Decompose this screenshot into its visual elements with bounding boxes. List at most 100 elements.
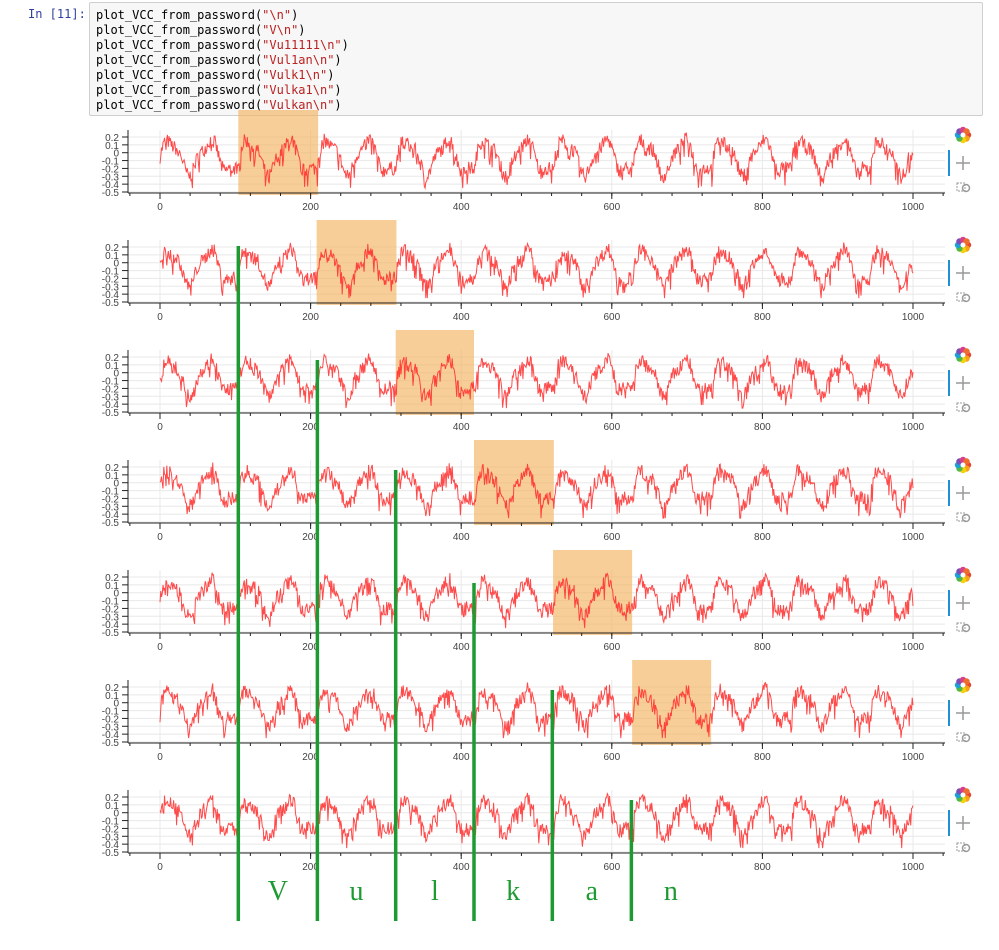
y-tick-label: -0.5 [102, 628, 120, 639]
x-tick-label: 1000 [902, 642, 925, 653]
pan-icon [956, 376, 970, 390]
cell-prompt: In [11]: [28, 7, 86, 21]
y-tick-label: -0.5 [102, 848, 120, 859]
box-zoom-rect [956, 182, 966, 192]
char-label: a [585, 876, 599, 907]
x-tick-label: 400 [453, 642, 470, 653]
vcc-trace [159, 241, 914, 299]
y-tick-label: -0.3 [102, 832, 120, 843]
x-tick-label: 400 [453, 202, 470, 213]
code-line: plot_VCC_from_password("V\n") [96, 23, 976, 38]
x-tick-label: 200 [302, 532, 319, 543]
function-call: plot_VCC_from_password( [96, 53, 263, 67]
active-tool-indicator [948, 150, 950, 176]
char-label: k [506, 876, 521, 907]
vcc-trace [159, 462, 914, 519]
y-tick-label: -0.5 [102, 738, 120, 749]
x-tick-label: 600 [603, 642, 620, 653]
pan-icon [956, 486, 970, 500]
function-call: plot_VCC_from_password( [96, 98, 263, 112]
y-tick-label: -0.5 [102, 518, 120, 529]
function-call: plot_VCC_from_password( [96, 38, 263, 52]
close-paren: ) [334, 53, 342, 67]
plot-toolbar[interactable] [948, 126, 972, 193]
plot-toolbar[interactable] [948, 456, 972, 523]
x-tick-label: 800 [754, 752, 771, 763]
highlight-box [316, 220, 397, 305]
char-label: V [267, 876, 288, 907]
y-tick-label: -0.1 [102, 597, 120, 608]
box-zoom-rect [956, 732, 966, 742]
bokeh-logo-icon [963, 128, 970, 135]
y-tick-label: 0.2 [105, 793, 119, 804]
box-zoom-icon [956, 512, 971, 523]
code-cell[interactable]: plot_VCC_from_password("\n") plot_VCC_fro… [89, 2, 983, 116]
x-tick-label: 1000 [902, 312, 925, 323]
pan-icon [956, 266, 970, 280]
plot-7: 0.20.10-0.1-0.2-0.3-0.4-0.50 200 400 600 800… [102, 786, 972, 873]
code-line: plot_VCC_from_password("Vul1an\n") [96, 53, 976, 68]
close-paren: ) [298, 23, 306, 37]
x-tick-label: 400 [453, 532, 470, 543]
pan-icon [956, 596, 970, 610]
plot-1: 0.20.10-0.1-0.2-0.3-0.4-0.50 200 400 600 800… [102, 110, 972, 213]
plot-toolbar[interactable] [948, 786, 972, 853]
x-tick-label: 200 [302, 752, 319, 763]
y-tick-label: -0.1 [102, 487, 120, 498]
plot-toolbar[interactable] [948, 346, 972, 413]
y-tick-label: -0.4 [102, 510, 120, 521]
x-tick-label: 1000 [902, 862, 925, 873]
bokeh-logo-icon [963, 238, 970, 245]
code-line: plot_VCC_from_password("Vulk1\n") [96, 68, 976, 83]
active-tool-indicator [948, 700, 950, 726]
box-zoom-rect [956, 842, 966, 852]
plot-toolbar[interactable] [948, 566, 972, 633]
box-zoom-lens [961, 733, 971, 743]
y-tick-label: -0.3 [102, 502, 120, 513]
string-argument: "V\n" [262, 23, 299, 37]
y-tick-label: -0.3 [102, 612, 120, 623]
vcc-trace [159, 681, 914, 739]
x-tick-label: 800 [754, 202, 771, 213]
string-argument: "\n" [262, 8, 292, 22]
active-tool-indicator [948, 590, 950, 616]
active-tool-indicator [948, 480, 950, 506]
plot-toolbar[interactable] [948, 236, 972, 303]
y-tick-label: -0.2 [102, 494, 120, 505]
y-tick-label: 0.1 [105, 361, 119, 372]
x-tick-label: 600 [603, 422, 620, 433]
x-tick-label: 0 [157, 202, 163, 213]
y-tick-label: -0.5 [102, 298, 120, 309]
function-call: plot_VCC_from_password( [96, 83, 263, 97]
bokeh-logo-icon [963, 458, 970, 465]
x-tick-label: 0 [157, 642, 163, 653]
y-tick-label: 0.1 [105, 251, 119, 262]
y-tick-label: -0.4 [102, 180, 120, 191]
x-tick-label: 1000 [902, 422, 925, 433]
y-tick-label: -0.3 [102, 392, 120, 403]
y-tick-label: -0.4 [102, 290, 120, 301]
x-tick-label: 600 [603, 752, 620, 763]
x-tick-label: 1000 [902, 202, 925, 213]
function-call: plot_VCC_from_password( [96, 8, 263, 22]
y-tick-label: 0 [113, 259, 119, 270]
bokeh-logo-center [960, 572, 966, 578]
char-label: u [349, 876, 364, 907]
bokeh-logo-center [960, 352, 966, 358]
y-tick-label: -0.2 [102, 384, 120, 395]
bokeh-logo-center [960, 462, 966, 468]
string-argument: "Vulkan\n" [262, 98, 335, 112]
box-zoom-icon [956, 842, 971, 853]
box-zoom-lens [961, 623, 971, 633]
box-zoom-icon [956, 622, 971, 633]
y-tick-label: -0.2 [102, 714, 120, 725]
y-tick-label: 0 [113, 699, 119, 710]
pan-icon [956, 816, 970, 830]
x-tick-label: 800 [754, 642, 771, 653]
y-tick-label: -0.2 [102, 604, 120, 615]
highlight-box [632, 660, 712, 745]
plot-toolbar[interactable] [948, 676, 972, 743]
y-tick-label: -0.1 [102, 267, 120, 278]
y-tick-label: -0.1 [102, 377, 120, 388]
